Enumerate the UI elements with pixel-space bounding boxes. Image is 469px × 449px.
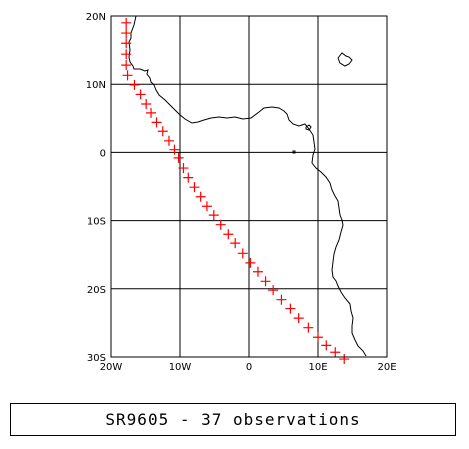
observation-marker: [146, 107, 157, 118]
caption-text: SR9605 - 37 observations: [105, 410, 361, 429]
observation-marker: [121, 49, 132, 60]
observation-marker: [195, 191, 206, 202]
observation-marker: [189, 182, 200, 193]
observation-markers: [121, 17, 350, 365]
observation-marker: [252, 266, 263, 277]
x-tick-label: 20E: [377, 362, 396, 373]
observation-marker: [201, 201, 212, 212]
observation-marker: [122, 70, 133, 81]
observation-marker: [208, 210, 219, 221]
observation-marker: [173, 152, 184, 163]
observation-marker: [169, 144, 180, 155]
observation-marker: [163, 135, 174, 146]
lake-outline: [337, 52, 353, 67]
x-tick-label: 10W: [169, 362, 192, 373]
observation-marker: [183, 172, 194, 183]
observation-marker: [129, 79, 140, 90]
observation-marker: [121, 38, 132, 49]
observation-marker: [245, 257, 256, 268]
observation-marker: [339, 354, 350, 365]
observation-marker: [135, 89, 146, 100]
observation-marker: [121, 28, 132, 39]
observation-marker: [157, 126, 168, 137]
observation-marker: [121, 17, 132, 28]
caption-box: SR9605 - 37 observations: [10, 403, 456, 436]
x-tick-label: 0: [246, 362, 252, 373]
bioko-island: [305, 124, 312, 131]
observation-marker: [223, 229, 234, 240]
observation-marker: [121, 60, 132, 71]
observation-marker: [293, 313, 304, 324]
x-tick-label: 10E: [308, 362, 327, 373]
y-tick-label: 10S: [87, 217, 106, 228]
y-tick-label: 10N: [86, 80, 106, 91]
y-tick-label: 0: [100, 148, 106, 159]
observation-marker: [151, 117, 162, 128]
map-frame: [110, 15, 388, 358]
y-tick-label: 20N: [86, 12, 106, 23]
observation-marker: [141, 98, 152, 109]
observation-marker: [178, 163, 189, 174]
observation-marker: [230, 238, 241, 249]
observation-marker: [285, 303, 296, 314]
observation-marker: [276, 294, 287, 305]
observation-marker: [215, 219, 226, 230]
observation-marker: [303, 322, 314, 333]
sao-tome-island: [292, 150, 296, 154]
observation-marker: [330, 347, 341, 358]
y-tick-label: 30S: [87, 353, 106, 364]
observation-marker: [260, 276, 271, 287]
x-tick-label: 20W: [100, 362, 123, 373]
y-tick-label: 20S: [87, 285, 106, 296]
graticule: [110, 15, 388, 358]
coastline: [128, 15, 367, 357]
axis-ticks: 20W 10W 0 10E 20E 20N 10N 0 10S 20S 30S: [86, 12, 397, 373]
africa-coastline: [128, 15, 367, 357]
observation-marker: [268, 285, 279, 296]
observation-marker: [313, 332, 323, 343]
observation-marker: [321, 340, 332, 351]
observation-marker: [237, 248, 248, 259]
